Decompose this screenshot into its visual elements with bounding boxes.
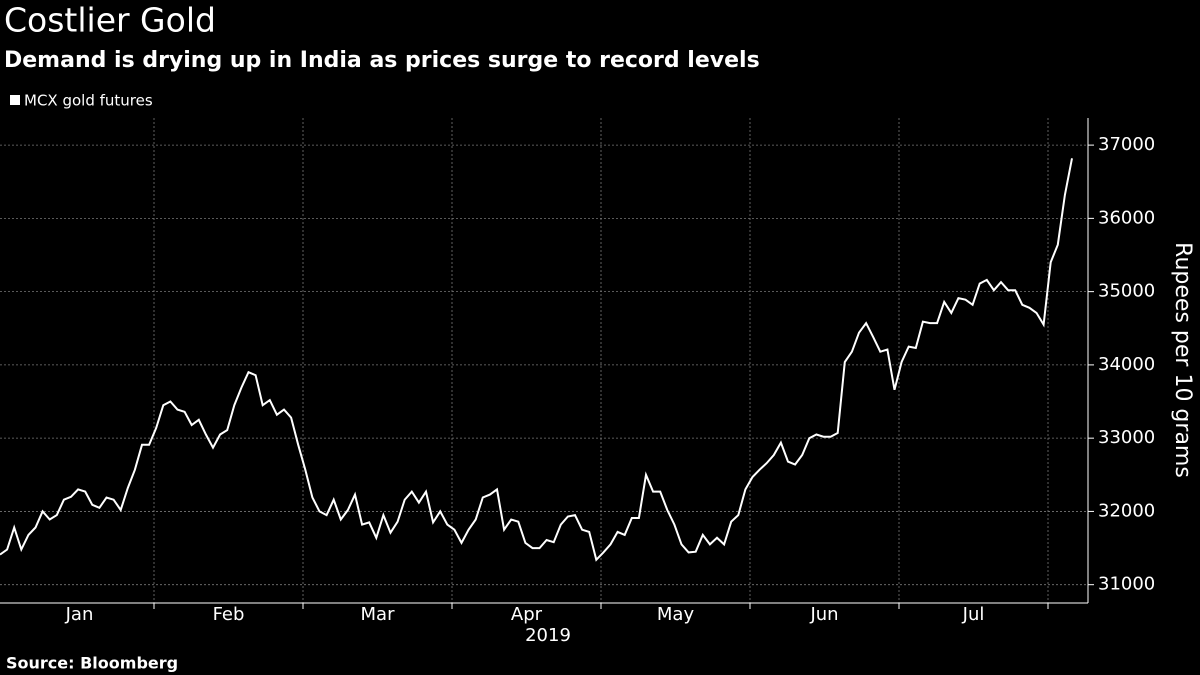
x-tick-label: Apr	[511, 604, 543, 625]
x-tick-label: May	[657, 604, 695, 625]
y-tick-label: 35000	[1098, 281, 1155, 302]
y-tick-label: 34000	[1098, 354, 1155, 375]
x-tick-label: Feb	[213, 604, 245, 625]
legend-label: MCX gold futures	[24, 92, 153, 110]
x-axis-label: 2019	[525, 625, 571, 646]
chart-title: Costlier Gold	[4, 1, 216, 40]
y-tick-label: 33000	[1098, 427, 1155, 448]
line	[0, 158, 1073, 562]
x-tick-label: Jan	[65, 604, 94, 625]
chart-subtitle: Demand is drying up in India as prices s…	[4, 48, 760, 73]
source: Source: Bloomberg	[6, 654, 178, 673]
x-tick-label: Jul	[962, 604, 985, 625]
legend-swatch	[10, 95, 20, 105]
y-tick-label: 31000	[1098, 574, 1155, 595]
y-axis-label: Rupees per 10 grams	[1170, 242, 1195, 478]
x-tick-label: Mar	[361, 604, 396, 625]
x-tick-label: Jun	[809, 604, 838, 625]
y-tick-label: 32000	[1098, 500, 1155, 521]
y-tick-label: 36000	[1098, 207, 1155, 228]
y-tick-label: 37000	[1098, 134, 1155, 155]
